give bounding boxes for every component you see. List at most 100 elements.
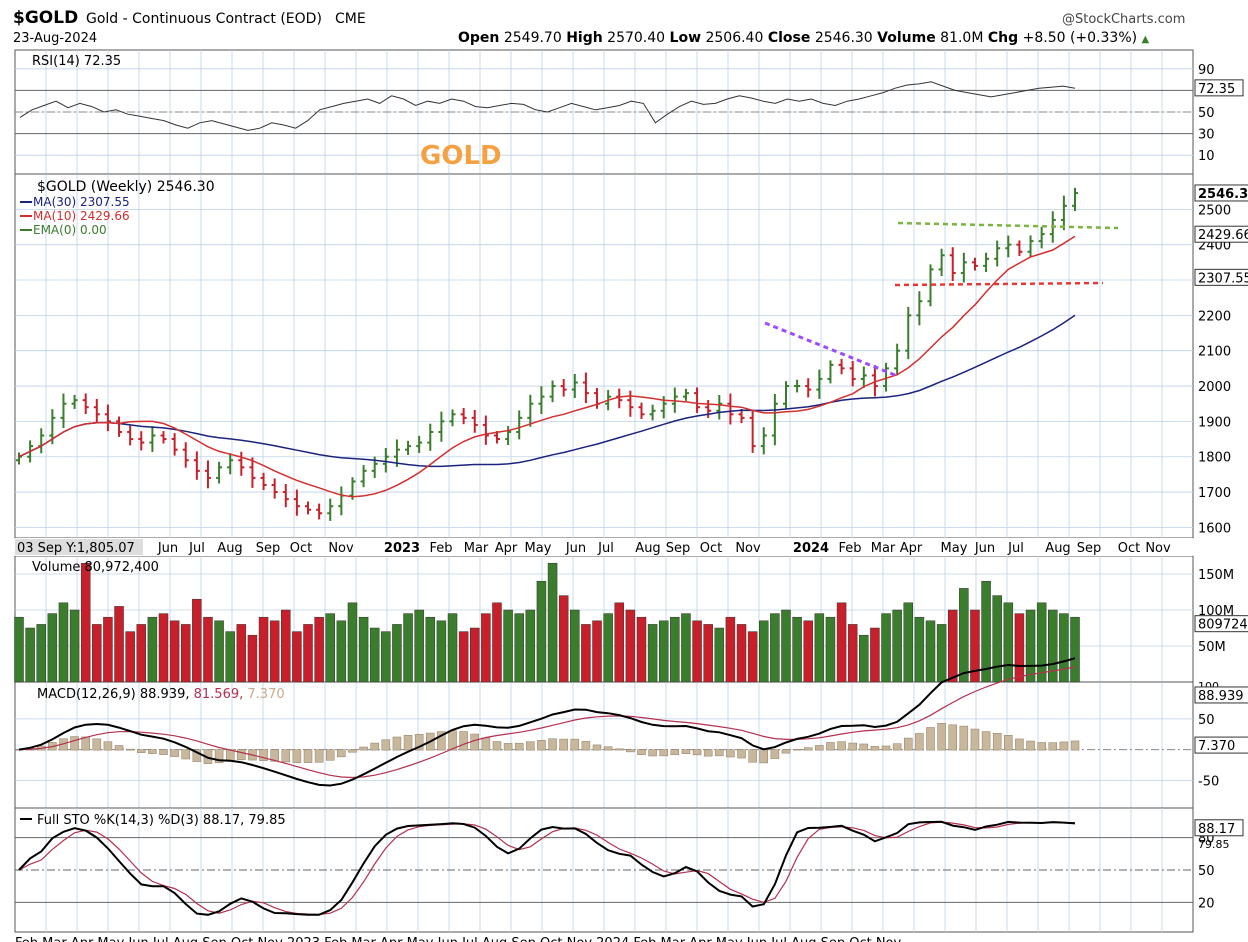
volume-bar bbox=[236, 624, 247, 683]
volume-tick-label: 150M bbox=[1198, 568, 1234, 583]
macd-histogram-bar bbox=[281, 749, 291, 763]
macd-histogram-bar bbox=[192, 749, 202, 762]
volume-bar bbox=[114, 606, 124, 683]
x-axis-label: May bbox=[525, 541, 552, 556]
volume-bar bbox=[570, 609, 580, 683]
volume-bar bbox=[369, 627, 380, 683]
price-last-label: 2307.55 bbox=[1198, 271, 1248, 286]
chart-header: $GOLD Gold - Continuous Contract (EOD) C… bbox=[0, 0, 1248, 50]
volume-bar bbox=[825, 616, 836, 683]
volume-bar bbox=[1014, 613, 1025, 683]
volume-bar bbox=[558, 595, 569, 683]
volume-bar bbox=[503, 609, 513, 683]
macd-histogram-bar bbox=[70, 736, 79, 751]
volume-bar bbox=[425, 616, 436, 683]
volume-bar bbox=[269, 620, 280, 683]
macd-tick-label: 50 bbox=[1198, 713, 1215, 728]
x-axis-label: 2024 bbox=[793, 541, 829, 556]
brand: @StockCharts.com bbox=[1062, 12, 1186, 27]
price-tick-label: 2000 bbox=[1198, 380, 1231, 395]
macd-histogram-bar bbox=[381, 739, 391, 751]
volume-bar bbox=[58, 602, 69, 683]
volume-bar bbox=[103, 616, 113, 683]
macd-histogram-bar bbox=[1026, 740, 1035, 751]
volume-bar bbox=[292, 631, 302, 683]
macd-histogram-bar bbox=[137, 749, 146, 753]
volume-bar bbox=[314, 616, 324, 683]
macd-histogram-bar bbox=[881, 745, 891, 751]
volume-bar bbox=[325, 613, 335, 683]
x-axis-label: Oct bbox=[700, 541, 722, 556]
macd-histogram-bar bbox=[114, 745, 124, 751]
macd-histogram-bar bbox=[648, 749, 657, 757]
volume-bar bbox=[781, 609, 791, 683]
rsi-last-label: 72.35 bbox=[1198, 82, 1235, 97]
macd-histogram-bar bbox=[670, 749, 680, 756]
macd-histogram-bar bbox=[826, 742, 835, 751]
rsi-line bbox=[19, 81, 1076, 131]
volume-bar bbox=[692, 620, 702, 683]
macd-legend-main: MACD(12,26,9) 88.939, bbox=[37, 687, 194, 702]
price-last-label: 2546.30 bbox=[1198, 187, 1248, 202]
volume-value: 81.0M bbox=[940, 30, 984, 46]
symbol: $GOLD bbox=[13, 8, 79, 28]
price-legend-item: EMA(0) 0.00 bbox=[33, 223, 107, 237]
x-axis-label: Apr bbox=[900, 541, 923, 556]
macd-last-box bbox=[1194, 686, 1248, 704]
macd-histogram-bar bbox=[237, 749, 246, 761]
macd-histogram-bar bbox=[992, 733, 1002, 751]
x-axis-label: Aug bbox=[635, 541, 660, 556]
volume-bar bbox=[736, 624, 747, 683]
macd-histogram-bar bbox=[892, 743, 902, 751]
macd-histogram-bar bbox=[1059, 741, 1069, 751]
price-tick-label: 1900 bbox=[1198, 415, 1231, 430]
macd-histogram-bar bbox=[314, 749, 324, 763]
volume-bar bbox=[203, 616, 213, 683]
volume-bar bbox=[803, 620, 813, 683]
macd-histogram-bar bbox=[470, 733, 479, 751]
macd-histogram-bar bbox=[959, 725, 969, 751]
volume-bar bbox=[792, 616, 802, 683]
sto-d-line bbox=[18, 821, 1076, 916]
volume-bar bbox=[25, 627, 35, 683]
macd-histogram-bar bbox=[414, 734, 424, 751]
volume-bar bbox=[859, 634, 869, 683]
macd-legend-hist: 7.370 bbox=[247, 687, 284, 702]
up-arrow-icon: ▲ bbox=[1141, 34, 1150, 45]
macd-histogram-bar bbox=[270, 749, 279, 762]
volume-bar bbox=[547, 562, 558, 683]
volume-bar bbox=[981, 580, 991, 683]
support-line bbox=[894, 281, 1104, 287]
macd-histogram-bar bbox=[325, 749, 335, 761]
macd-signal-line bbox=[18, 666, 1076, 779]
macd-histogram-bar bbox=[214, 749, 224, 764]
bottom-axis-labels: Feb Mar Apr May Jun Jul Aug Sep Oct Nov … bbox=[15, 936, 902, 942]
price-last-box bbox=[1194, 268, 1248, 286]
macd-histogram-bar bbox=[1004, 735, 1013, 751]
macd-histogram-bar bbox=[259, 749, 268, 761]
macd-legend: MACD(12,26,9) 88.939, 81.569, 7.370 bbox=[37, 687, 285, 702]
volume-bar bbox=[836, 602, 847, 683]
macd-histogram-bar bbox=[459, 731, 468, 751]
macd-histogram-bar bbox=[726, 749, 735, 758]
volume-bar bbox=[681, 613, 691, 683]
macd-histogram-bar bbox=[514, 742, 524, 751]
high-value: 2570.40 bbox=[607, 30, 666, 46]
sto-d-last-label: 79.85 bbox=[1198, 838, 1230, 851]
x-axis-label: Sep bbox=[666, 541, 691, 556]
rsi-tick-label: 90 bbox=[1198, 63, 1215, 78]
volume-bar bbox=[36, 624, 46, 683]
volume-bar bbox=[647, 624, 658, 683]
price-legend-item: MA(30) 2307.55 bbox=[33, 195, 130, 209]
volume-bar bbox=[714, 627, 725, 683]
volume-bar bbox=[959, 588, 969, 683]
volume-bar bbox=[303, 624, 313, 683]
volume-bar bbox=[770, 613, 780, 683]
volume-bar bbox=[147, 616, 158, 683]
x-axis-label: Mar bbox=[871, 541, 896, 556]
volume-bar bbox=[870, 627, 880, 683]
x-axis-label: Jul bbox=[1007, 541, 1024, 556]
macd-histogram-bar bbox=[370, 742, 379, 751]
macd-histogram-bar bbox=[681, 749, 691, 754]
macd-histogram-bar bbox=[526, 741, 535, 751]
